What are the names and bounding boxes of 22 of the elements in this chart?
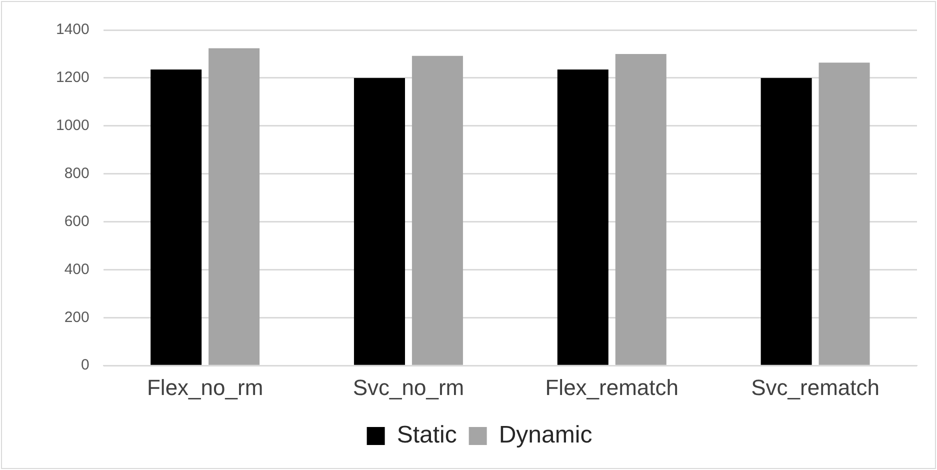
y-tick-label: 1000: [56, 117, 90, 134]
bar: [354, 78, 406, 365]
y-tick-label: 0: [81, 356, 90, 374]
x-tick-label: Flex_rematch: [545, 374, 679, 400]
bar: [818, 62, 870, 365]
x-tick-label: Svc_no_rm: [352, 374, 464, 400]
legend-label: Dynamic: [498, 422, 592, 449]
bar: [412, 56, 463, 365]
bar: [615, 54, 666, 365]
bar: [208, 48, 260, 365]
x-tick-label: Svc_rematch: [751, 374, 880, 400]
y-tick-label: 200: [64, 308, 90, 326]
bar: [557, 70, 608, 365]
legend-label: Static: [396, 422, 457, 449]
y-tick-label: 600: [64, 212, 90, 230]
y-tick-label: 1400: [56, 21, 90, 38]
y-tick-label: 1200: [56, 69, 90, 86]
bar: [150, 70, 202, 365]
x-tick-label: Flex_no_rm: [146, 374, 264, 400]
y-tick-label: 400: [64, 260, 90, 278]
bar: [760, 78, 812, 365]
y-tick-label: 800: [64, 164, 90, 182]
